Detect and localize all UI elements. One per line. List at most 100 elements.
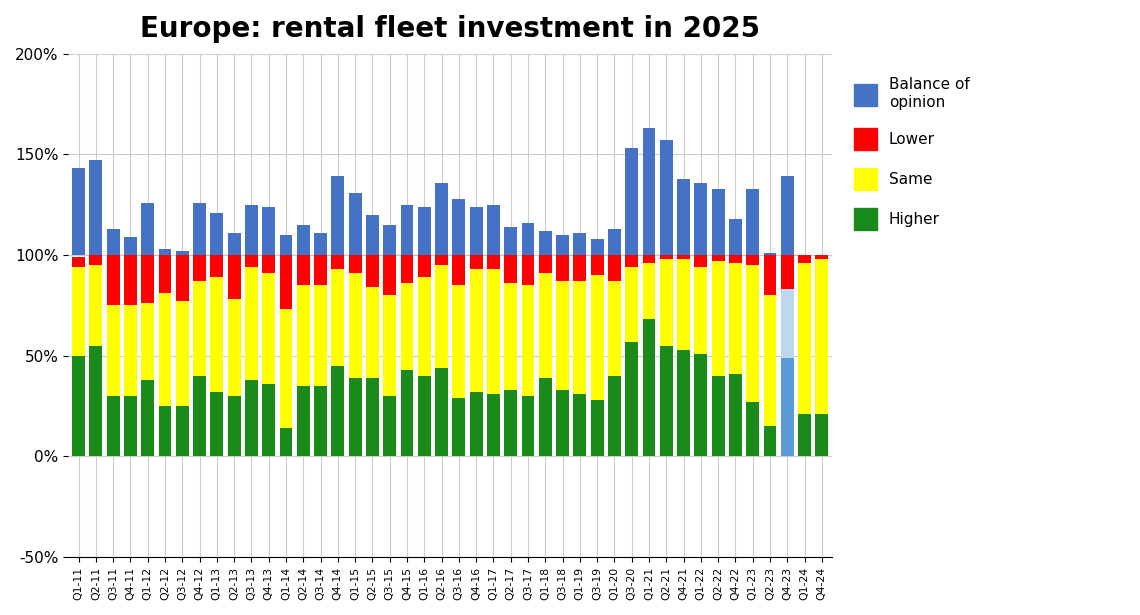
Bar	[400, 255, 414, 283]
Bar	[107, 396, 120, 456]
Bar	[487, 255, 500, 269]
Bar	[315, 233, 327, 255]
Bar	[141, 380, 154, 456]
Bar	[279, 235, 293, 255]
Bar	[176, 406, 189, 456]
Bar	[72, 257, 86, 267]
Bar	[279, 428, 293, 456]
Bar	[487, 269, 500, 394]
Bar	[124, 396, 137, 456]
Bar	[470, 269, 482, 392]
Title: Europe: rental fleet investment in 2025: Europe: rental fleet investment in 2025	[140, 15, 760, 43]
Bar	[245, 255, 258, 267]
Bar	[747, 265, 759, 402]
Bar	[764, 426, 776, 456]
Bar	[487, 205, 500, 255]
Bar	[521, 223, 535, 255]
Bar	[815, 414, 829, 456]
Bar	[193, 255, 206, 281]
Bar	[124, 255, 137, 305]
Bar	[349, 255, 361, 273]
Bar	[158, 406, 171, 456]
Bar	[107, 229, 120, 255]
Bar	[193, 203, 206, 255]
Bar	[521, 285, 535, 396]
Bar	[349, 378, 361, 456]
Bar	[107, 305, 120, 396]
Bar	[124, 305, 137, 396]
Bar	[453, 285, 465, 398]
Bar	[677, 178, 690, 255]
Bar	[556, 281, 569, 390]
Bar	[764, 295, 776, 426]
Bar	[315, 255, 327, 285]
Bar	[245, 205, 258, 255]
Bar	[573, 394, 586, 456]
Bar	[228, 300, 241, 396]
Bar	[279, 255, 293, 309]
Bar	[694, 354, 707, 456]
Bar	[296, 255, 310, 285]
Bar	[643, 255, 655, 263]
Bar	[608, 229, 621, 255]
Bar	[504, 227, 518, 255]
Bar	[747, 255, 759, 265]
Bar	[89, 161, 103, 255]
Bar	[764, 255, 776, 295]
Bar	[660, 140, 673, 255]
Bar	[383, 295, 397, 396]
Bar	[504, 390, 518, 456]
Bar	[487, 394, 500, 456]
Bar	[711, 376, 725, 456]
Bar	[660, 259, 673, 346]
Bar	[383, 255, 397, 295]
Bar	[694, 183, 707, 255]
Bar	[573, 233, 586, 255]
Bar	[176, 255, 189, 301]
Bar	[781, 289, 793, 358]
Bar	[211, 277, 223, 392]
Bar	[643, 263, 655, 319]
Bar	[625, 341, 638, 456]
Bar	[677, 259, 690, 350]
Bar	[504, 283, 518, 390]
Bar	[453, 398, 465, 456]
Bar	[245, 380, 258, 456]
Bar	[539, 255, 552, 273]
Bar	[366, 287, 378, 378]
Bar	[332, 255, 344, 269]
Bar	[625, 148, 638, 255]
Bar	[400, 370, 414, 456]
Bar	[694, 255, 707, 267]
Bar	[89, 346, 103, 456]
Bar	[141, 203, 154, 255]
Bar	[643, 128, 655, 255]
Bar	[798, 414, 811, 456]
Bar	[728, 263, 742, 374]
Bar	[349, 192, 361, 255]
Bar	[539, 273, 552, 378]
Bar	[262, 384, 275, 456]
Bar	[694, 267, 707, 354]
Bar	[747, 189, 759, 255]
Bar	[728, 374, 742, 456]
Bar	[400, 205, 414, 255]
Bar	[643, 319, 655, 456]
Bar	[608, 376, 621, 456]
Bar	[435, 368, 448, 456]
Bar	[453, 199, 465, 255]
Bar	[158, 249, 171, 255]
Bar	[453, 255, 465, 285]
Bar	[470, 392, 482, 456]
Bar	[660, 255, 673, 259]
Bar	[573, 255, 586, 281]
Bar	[781, 177, 793, 255]
Bar	[521, 255, 535, 285]
Bar	[315, 386, 327, 456]
Bar	[228, 255, 241, 300]
Bar	[417, 255, 431, 277]
Bar	[89, 255, 103, 265]
Bar	[211, 255, 223, 277]
Bar	[728, 255, 742, 263]
Bar	[296, 225, 310, 255]
